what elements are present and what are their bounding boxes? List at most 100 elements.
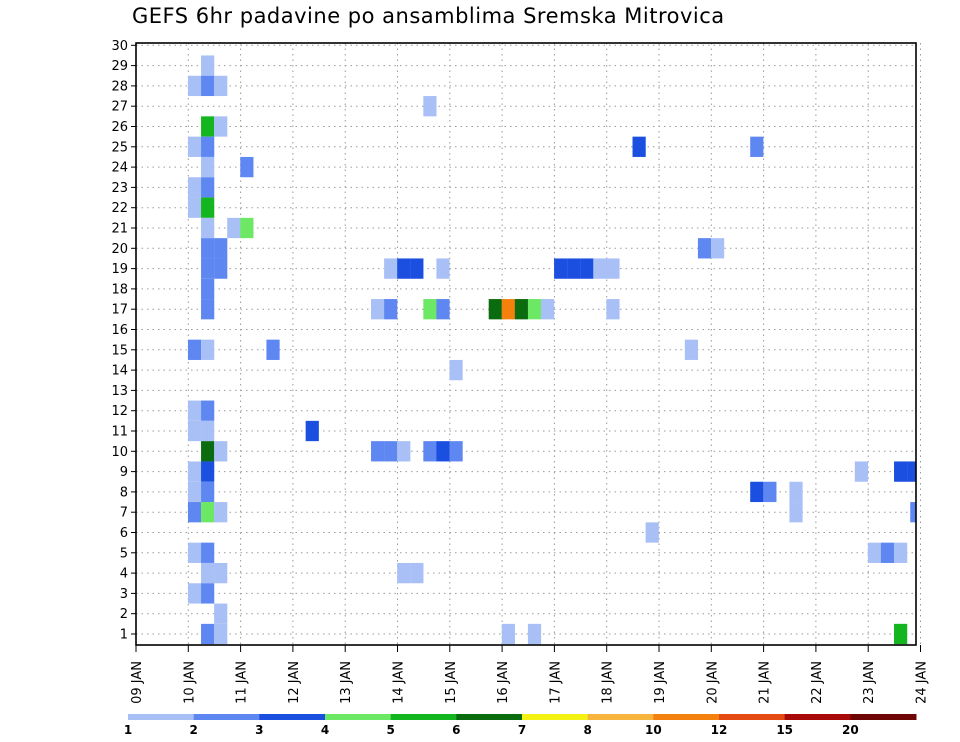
legend-color-segment <box>850 714 917 720</box>
data-cell <box>187 481 202 503</box>
data-cell <box>240 217 254 239</box>
y-tick-label: 25 <box>111 140 128 155</box>
data-cell <box>763 481 777 503</box>
data-cell <box>894 542 908 563</box>
data-cell <box>214 258 228 279</box>
data-cell <box>201 177 215 198</box>
legend-label: 5 <box>386 723 394 737</box>
y-tick-label: 21 <box>111 222 128 237</box>
data-cell <box>894 461 908 482</box>
y-tick-label: 5 <box>120 546 128 561</box>
data-cell <box>436 441 450 462</box>
y-tick-label: 17 <box>111 303 128 318</box>
data-cell <box>201 420 215 442</box>
legend-label: 1 <box>124 723 132 737</box>
data-cell <box>567 258 581 279</box>
data-cell <box>201 278 215 300</box>
data-cell <box>606 299 620 320</box>
data-cell <box>488 299 502 320</box>
legend-label: 12 <box>711 723 728 737</box>
data-cell <box>214 502 228 523</box>
data-cell <box>867 542 882 563</box>
y-tick-label: 13 <box>111 384 128 399</box>
data-cell <box>410 562 424 584</box>
data-cell <box>527 623 542 645</box>
data-cell <box>187 75 202 97</box>
data-cell <box>436 299 450 320</box>
legend-label: 4 <box>321 723 329 737</box>
data-cell <box>201 258 215 279</box>
data-cell <box>214 238 228 259</box>
y-tick-label: 15 <box>111 343 128 358</box>
data-cell <box>305 420 319 442</box>
data-cell <box>214 623 228 645</box>
data-cell <box>201 55 215 76</box>
data-cell <box>266 339 280 360</box>
data-cell <box>187 420 202 442</box>
data-cell <box>854 461 869 482</box>
y-tick-label: 20 <box>111 242 128 257</box>
y-tick-label: 1 <box>120 628 128 643</box>
data-cell <box>514 299 529 320</box>
y-tick-label: 2 <box>120 607 128 622</box>
legend-color-segment <box>784 714 851 720</box>
data-cell <box>684 339 699 360</box>
legend-color-segment <box>325 714 392 720</box>
data-cell <box>201 441 215 462</box>
y-tick-label: 10 <box>111 445 128 460</box>
data-cell <box>187 502 202 523</box>
data-cell <box>187 583 202 604</box>
y-tick-label: 28 <box>111 79 128 94</box>
data-cell <box>541 299 555 320</box>
legend-label: 20 <box>842 723 859 737</box>
data-cell <box>384 299 398 320</box>
data-cell <box>187 400 202 421</box>
legend-label: 6 <box>452 723 460 737</box>
data-cell <box>240 156 254 178</box>
data-cell <box>410 258 424 279</box>
data-cell <box>632 136 646 157</box>
data-cell <box>894 623 908 645</box>
x-tick-label: 13 JAN <box>339 661 354 704</box>
data-cell <box>214 75 228 97</box>
data-cell <box>501 623 515 645</box>
legend-label: 15 <box>776 723 793 737</box>
legend-label: 7 <box>518 723 526 737</box>
data-cell <box>750 136 764 157</box>
y-tick-label: 12 <box>111 404 128 419</box>
x-tick-label: 17 JAN <box>548 661 563 704</box>
data-cell <box>384 441 398 462</box>
x-tick-label: 14 JAN <box>392 661 407 704</box>
legend-label: 2 <box>189 723 197 737</box>
data-cell <box>201 217 215 239</box>
x-tick-label: 24 JAN <box>915 661 930 704</box>
data-cell <box>187 339 202 360</box>
y-tick-label: 23 <box>111 181 128 196</box>
data-cell <box>371 441 385 462</box>
data-cell <box>371 299 385 320</box>
data-cell <box>201 299 215 320</box>
y-tick-label: 29 <box>111 59 128 74</box>
x-tick-label: 09 JAN <box>130 661 145 704</box>
data-cell <box>201 197 215 218</box>
data-cell <box>593 258 607 279</box>
data-cell <box>397 562 411 584</box>
data-cell <box>201 339 215 360</box>
legend-label: 3 <box>255 723 263 737</box>
data-cell <box>201 136 215 157</box>
data-cell <box>201 623 215 645</box>
y-tick-label: 6 <box>120 526 128 541</box>
data-cell <box>187 177 202 198</box>
data-cell <box>201 116 215 137</box>
data-cell <box>907 461 916 482</box>
data-cell <box>201 238 215 259</box>
legend-color-segment <box>719 714 786 720</box>
x-tick-label: 12 JAN <box>287 661 302 704</box>
data-cell <box>201 562 215 584</box>
y-tick-label: 7 <box>120 506 128 521</box>
data-cell <box>789 502 803 523</box>
data-cell <box>201 400 215 421</box>
data-cell <box>214 562 228 584</box>
data-cell <box>397 258 411 279</box>
